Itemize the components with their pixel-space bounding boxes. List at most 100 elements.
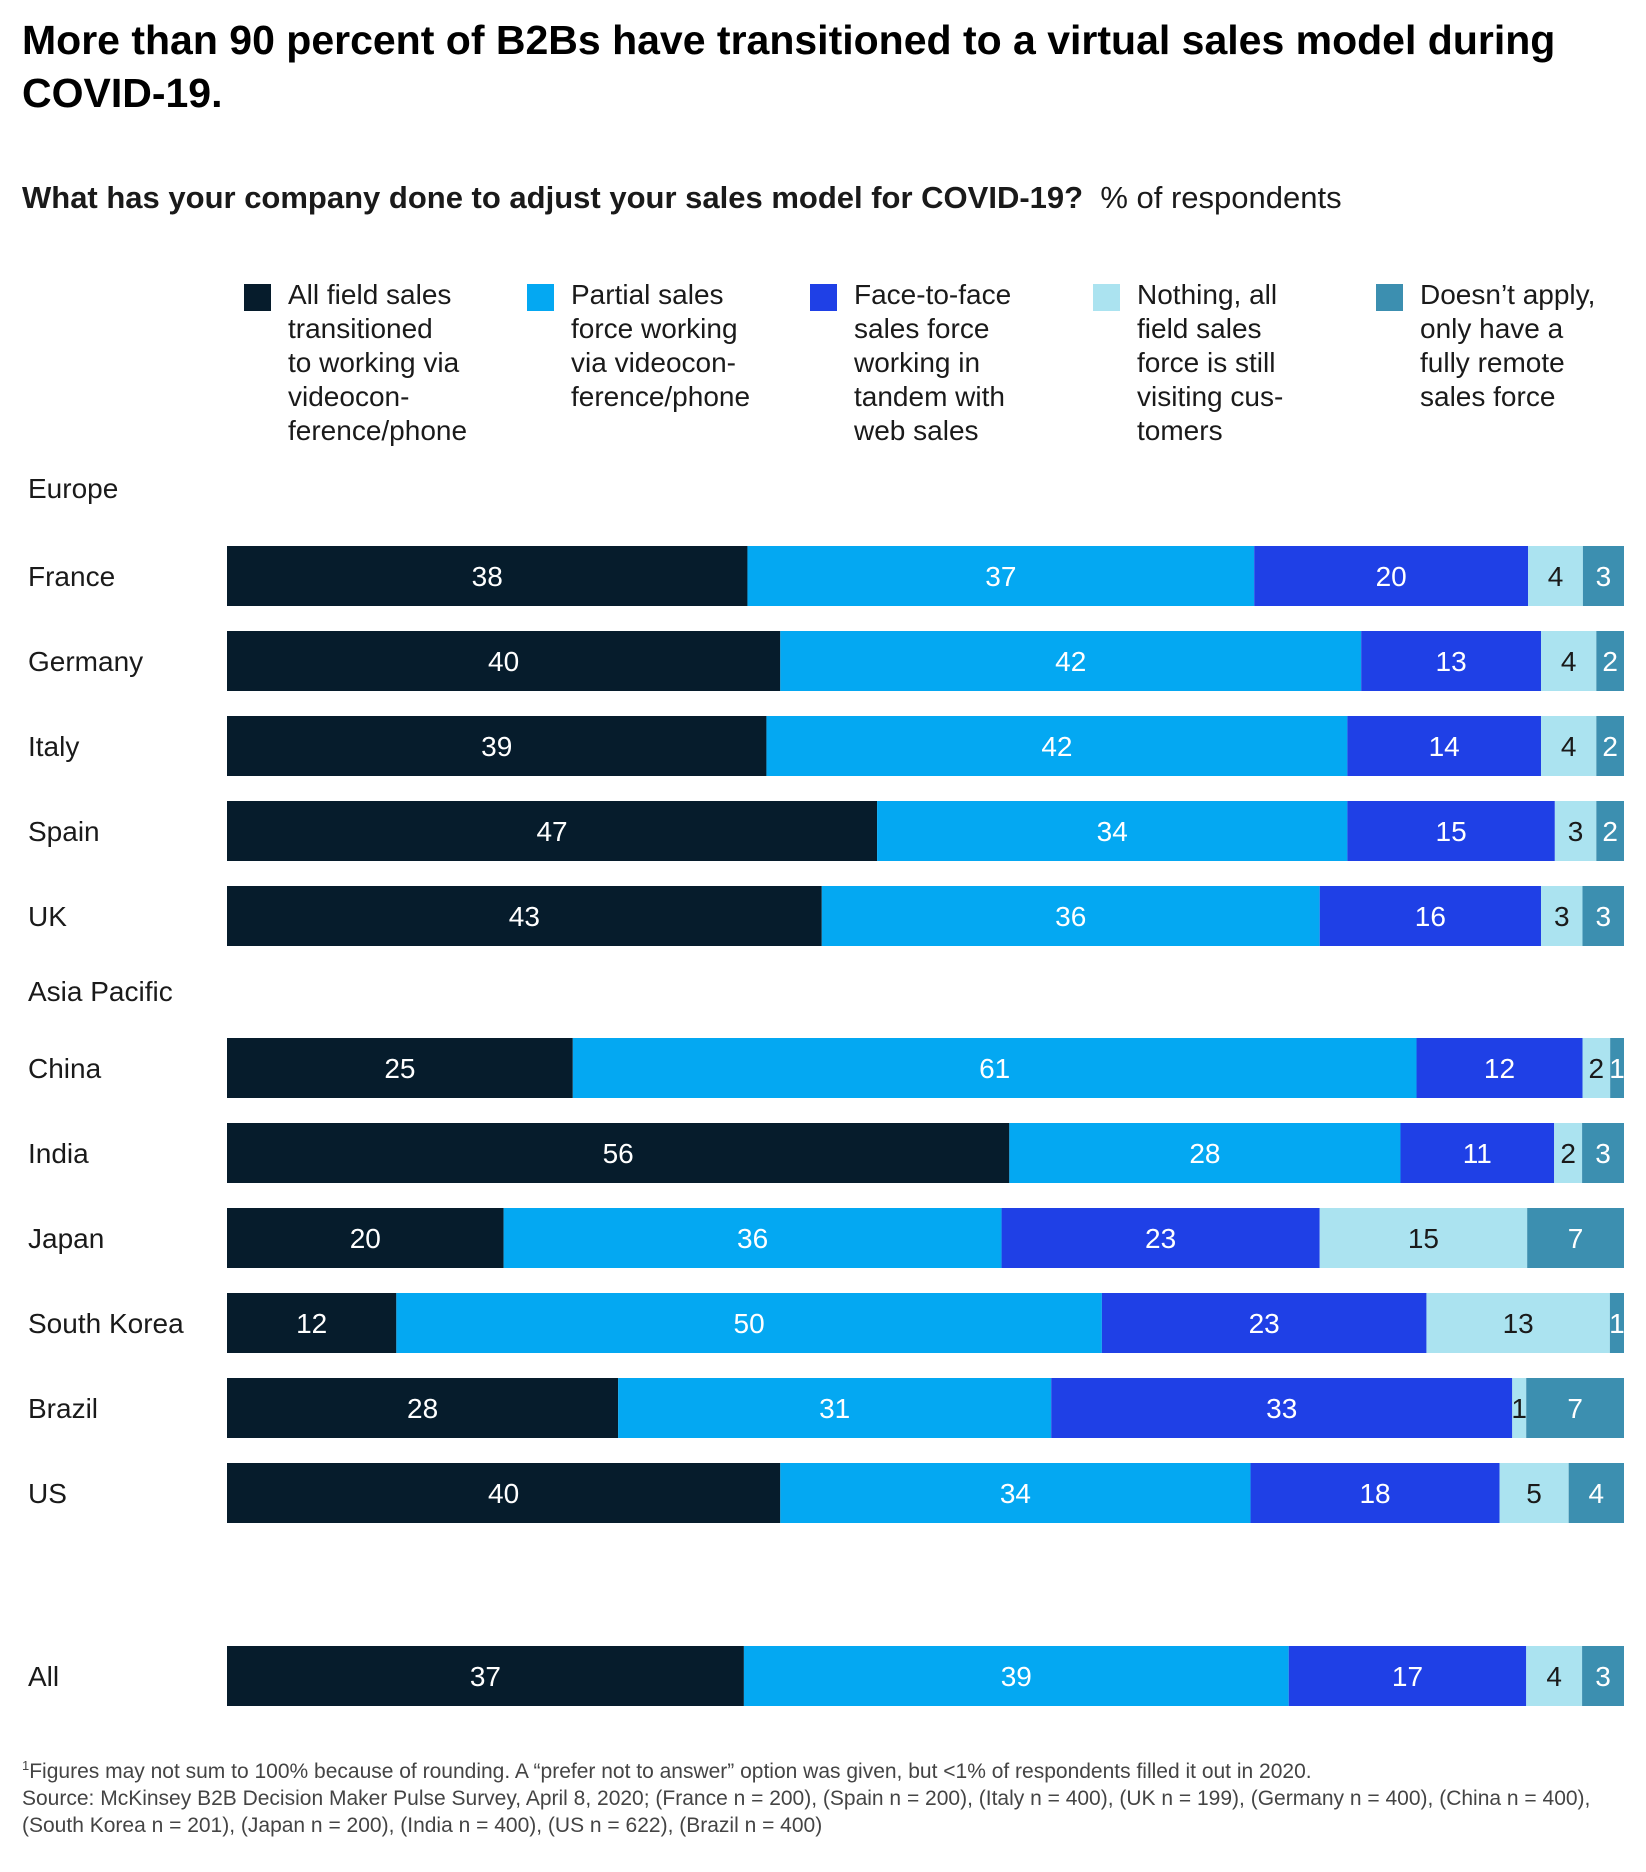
data-label: 15 [1436, 816, 1467, 847]
bar-segment [1541, 886, 1583, 946]
bar-segment [1582, 886, 1624, 946]
bar-segment [1426, 1293, 1610, 1353]
data-label: 12 [1484, 1053, 1515, 1084]
data-label: 56 [603, 1138, 634, 1169]
bar-segment [747, 546, 1255, 606]
bar-segment [1526, 1378, 1624, 1438]
bar-segment [572, 1038, 1417, 1098]
bar-segment [396, 1293, 1102, 1353]
bar-segment [227, 1123, 1010, 1183]
data-label: 33 [1266, 1393, 1297, 1424]
bar-segment [227, 631, 781, 691]
data-label: 47 [536, 816, 567, 847]
subtitle-unit: % of respondents [1100, 180, 1342, 215]
row-label: UK [28, 901, 67, 932]
data-label: 42 [1055, 646, 1086, 677]
data-label: 7 [1567, 1393, 1583, 1424]
legend-swatch-3 [810, 284, 837, 311]
bar-segment [1416, 1038, 1583, 1098]
data-label: 37 [470, 1661, 501, 1692]
data-label: 28 [1189, 1138, 1220, 1169]
data-label: 23 [1249, 1308, 1280, 1339]
legend-label-3: Face-to-face sales force working in tandem … [854, 279, 1012, 446]
data-label: 34 [1097, 816, 1128, 847]
data-label: 4 [1561, 646, 1577, 677]
bar-segment [1319, 1208, 1528, 1268]
data-label: 36 [737, 1223, 768, 1254]
data-label: 2 [1602, 816, 1618, 847]
footnote-note: 1Figures may not sum to 100% because of … [22, 1752, 1622, 1785]
data-label: 7 [1568, 1223, 1584, 1254]
data-label: 36 [1055, 901, 1086, 932]
bar-segment [503, 1208, 1002, 1268]
bar-segment [1347, 801, 1555, 861]
row-label: South Korea [28, 1308, 184, 1339]
bar-segment [1499, 1463, 1569, 1523]
data-label: 23 [1145, 1223, 1176, 1254]
data-label: 2 [1602, 646, 1618, 677]
bar-segment [743, 1646, 1289, 1706]
bar-segment [227, 1038, 573, 1098]
bar-segment [227, 1293, 397, 1353]
group-label: Europe [28, 473, 118, 504]
row-label: Germany [28, 646, 143, 677]
data-label: 1 [1609, 1308, 1625, 1339]
bar-segment [877, 801, 1348, 861]
footnote-source: Source: McKinsey B2B Decision Maker Puls… [22, 1787, 1591, 1837]
data-label: 43 [509, 901, 540, 932]
row-label: Japan [28, 1223, 104, 1254]
bar-segment [1526, 1646, 1583, 1706]
data-label: 37 [985, 561, 1016, 592]
data-label: 2 [1560, 1138, 1576, 1169]
bar-segment [1009, 1123, 1401, 1183]
bar-segment [227, 1646, 744, 1706]
data-label: 4 [1546, 1661, 1562, 1692]
data-label: 14 [1429, 731, 1460, 762]
bar-segment [1347, 716, 1542, 776]
data-label: 4 [1589, 1478, 1605, 1509]
data-label: 42 [1041, 731, 1072, 762]
legend: All field sales transitioned to working vi… [0, 279, 1646, 462]
legend-label-2: Partial sales force working via videocon-f… [571, 279, 751, 412]
bar-segment [1596, 631, 1624, 691]
bar-segment [1609, 1293, 1624, 1353]
bar-segment [766, 716, 1348, 776]
bar-segment [1051, 1378, 1513, 1438]
data-label: 13 [1503, 1308, 1534, 1339]
data-label: 1 [1609, 1053, 1625, 1084]
data-label: 34 [1000, 1478, 1031, 1509]
row-label: Italy [28, 731, 79, 762]
group-label: Asia Pacific [28, 976, 173, 1007]
data-label: 3 [1568, 816, 1584, 847]
legend-swatch-1 [244, 284, 271, 311]
bar-segment [1101, 1293, 1427, 1353]
data-label: 11 [1463, 1138, 1492, 1169]
chart-title: More than 90 percent of B2Bs have transi… [22, 17, 1556, 116]
bar-segment [1596, 716, 1624, 776]
bar-segment [1596, 801, 1624, 861]
row-label: Spain [28, 816, 100, 847]
data-label: 17 [1392, 1661, 1423, 1692]
data-label: 3 [1595, 1661, 1611, 1692]
data-label: 38 [472, 561, 503, 592]
bar-segment [227, 1463, 781, 1523]
data-label: 4 [1561, 731, 1577, 762]
row-label: India [28, 1138, 89, 1169]
bar-segment [1541, 631, 1597, 691]
bar-segment [780, 631, 1362, 691]
data-label: 3 [1596, 561, 1612, 592]
data-label: 13 [1436, 646, 1467, 677]
data-label: 2 [1589, 1053, 1605, 1084]
row-label: China [28, 1053, 102, 1084]
data-label: 40 [488, 1478, 519, 1509]
bar-segment [821, 886, 1320, 946]
data-label: 20 [1376, 561, 1407, 592]
data-label: 18 [1359, 1478, 1390, 1509]
bar-segment [618, 1378, 1052, 1438]
row-label: US [28, 1478, 67, 1509]
bar-segment [227, 716, 767, 776]
bar-segment [1582, 1123, 1624, 1183]
bar-segment [1400, 1123, 1555, 1183]
data-label: 31 [819, 1393, 850, 1424]
bar-segment [1254, 546, 1529, 606]
